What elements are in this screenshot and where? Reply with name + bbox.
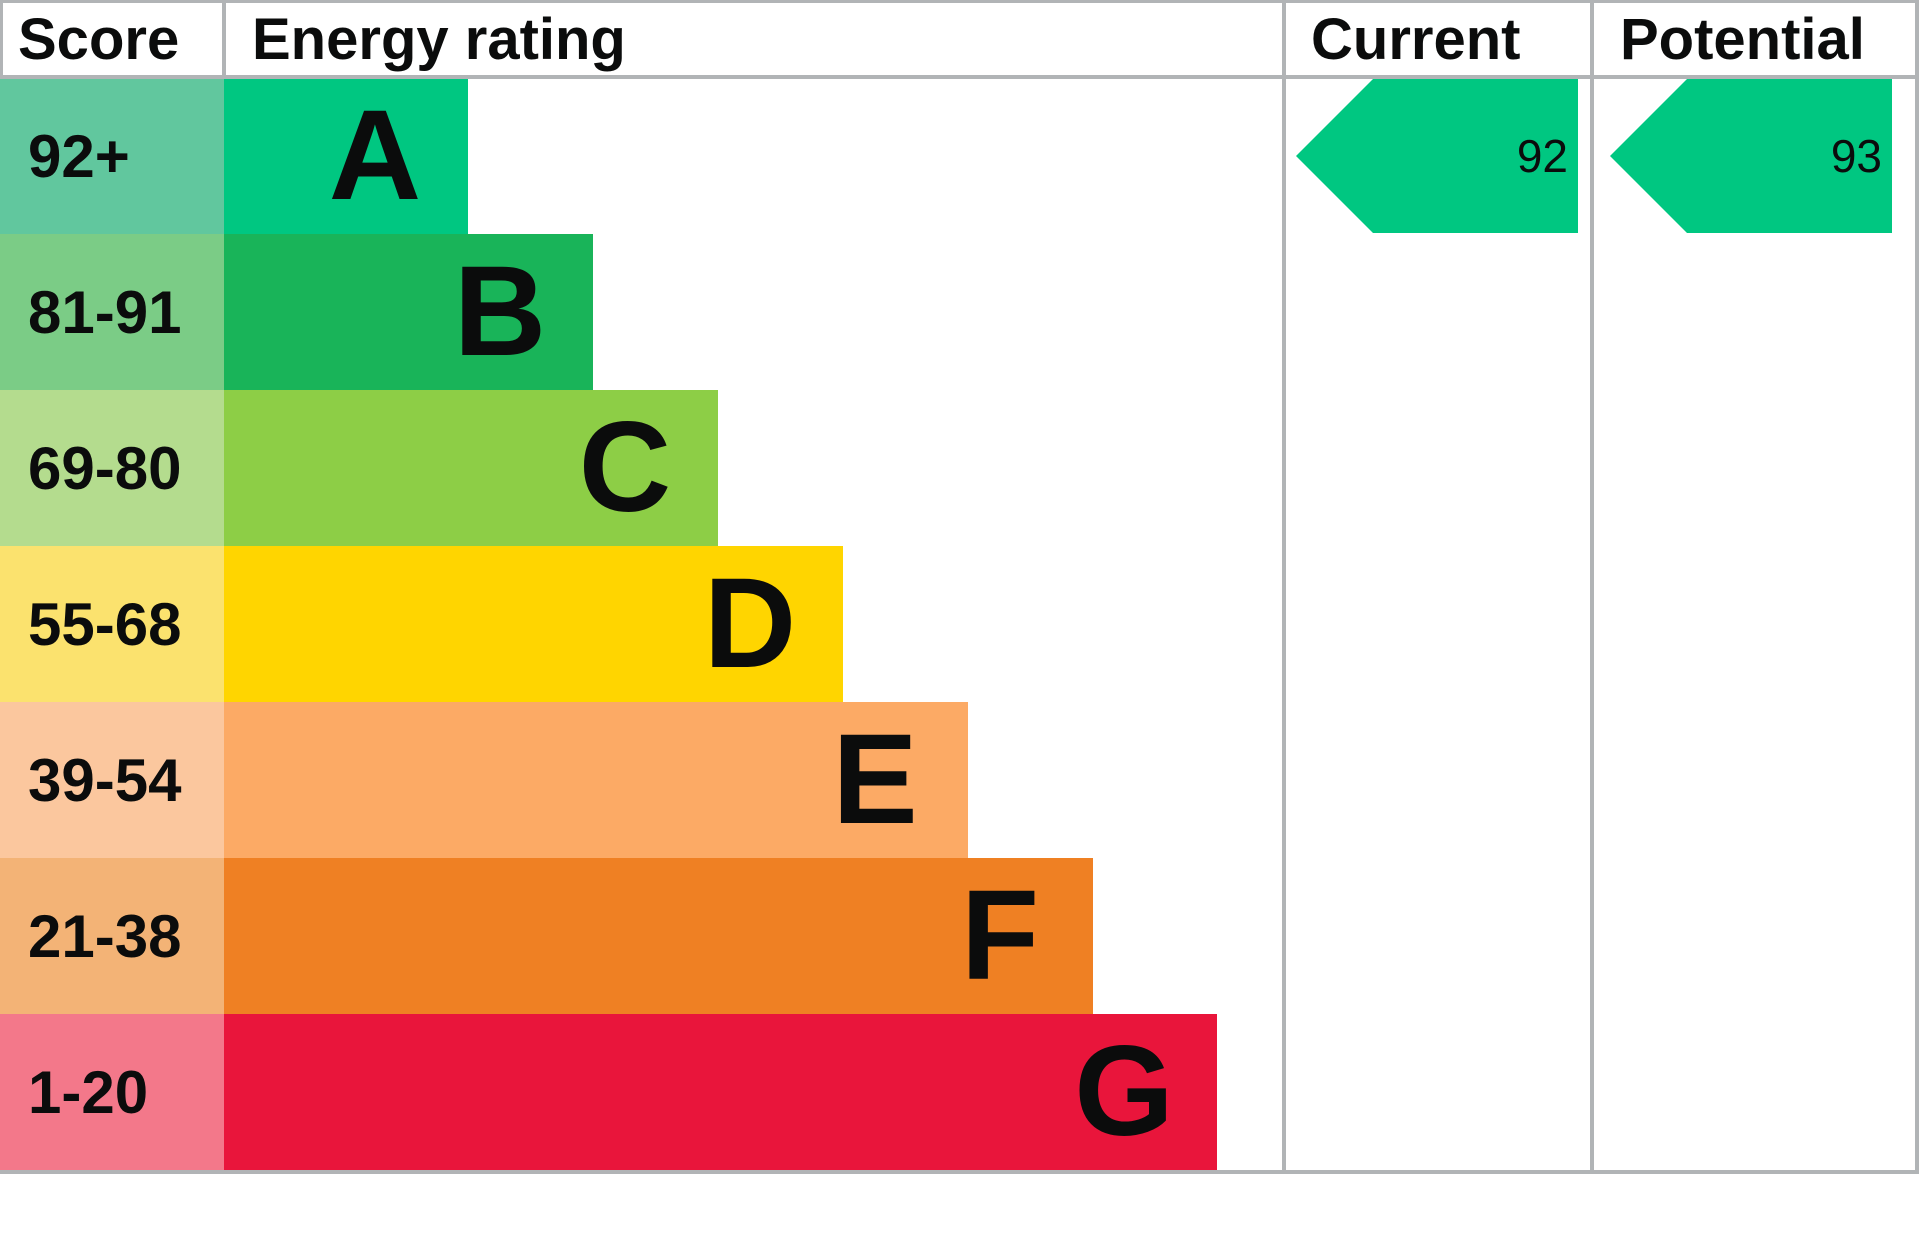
score-range-label: 69-80 xyxy=(28,434,182,502)
score-cell: 69-80 xyxy=(0,390,224,546)
band-bar: B xyxy=(224,234,593,390)
left-arrow-icon xyxy=(1296,79,1578,233)
score-range-label: 1-20 xyxy=(28,1058,149,1126)
band-letter: B xyxy=(453,240,547,383)
band-bar: C xyxy=(224,390,718,546)
band-row: 1-20 G xyxy=(0,1014,1282,1170)
header-score-label: Score xyxy=(18,6,180,72)
divider-score-rating xyxy=(222,0,226,78)
score-cell: 1-20 xyxy=(0,1014,224,1170)
band-letter: G xyxy=(1074,1020,1174,1163)
score-range-label: 21-38 xyxy=(28,902,182,970)
band-row: 21-38 F xyxy=(0,858,1282,1014)
header-current: Current xyxy=(1286,3,1615,75)
band-letter: C xyxy=(578,396,672,539)
potential-rating-value: 93 xyxy=(1830,130,1882,182)
border-bottom xyxy=(0,1170,1918,1174)
left-arrow-icon xyxy=(1610,79,1892,233)
score-range-label: 92+ xyxy=(28,122,130,190)
band-bar: A xyxy=(224,78,468,234)
band-letter: E xyxy=(832,708,918,851)
header-energy-rating-label: Energy rating xyxy=(252,6,626,72)
border-right xyxy=(1915,0,1919,1174)
border-header-left xyxy=(0,0,3,78)
score-cell: 21-38 xyxy=(0,858,224,1014)
score-cell: 39-54 xyxy=(0,702,224,858)
band-letter: F xyxy=(960,864,1040,1007)
header-current-label: Current xyxy=(1311,6,1521,72)
band-row: 81-91 B xyxy=(0,234,1282,390)
score-range-label: 55-68 xyxy=(28,590,182,658)
current-rating-value: 92 xyxy=(1516,130,1568,182)
header-potential-label: Potential xyxy=(1620,6,1865,72)
divider-current-potential xyxy=(1590,0,1594,1174)
band-bar: F xyxy=(224,858,1093,1014)
potential-rating-arrow: 93 xyxy=(1610,79,1892,233)
band-letter: D xyxy=(703,552,797,695)
divider-rating-current xyxy=(1282,0,1286,1174)
score-cell: 92+ xyxy=(0,78,224,234)
band-row: 39-54 E xyxy=(0,702,1282,858)
score-cell: 81-91 xyxy=(0,234,224,390)
divider-header-bottom xyxy=(0,75,1918,79)
band-letter: A xyxy=(328,84,422,227)
score-range-label: 39-54 xyxy=(28,746,182,814)
current-rating-arrow: 92 xyxy=(1296,79,1578,233)
band-bar: E xyxy=(224,702,968,858)
header-score: Score xyxy=(3,3,237,75)
band-bar: D xyxy=(224,546,843,702)
header-potential: Potential xyxy=(1594,3,1920,75)
border-top xyxy=(0,0,1918,3)
band-row: 55-68 D xyxy=(0,546,1282,702)
band-bar: G xyxy=(224,1014,1217,1170)
band-row: 92+ A xyxy=(0,78,1282,234)
score-cell: 55-68 xyxy=(0,546,224,702)
band-row: 69-80 C xyxy=(0,390,1282,546)
header-energy-rating: Energy rating xyxy=(226,3,1308,75)
score-range-label: 81-91 xyxy=(28,278,182,346)
